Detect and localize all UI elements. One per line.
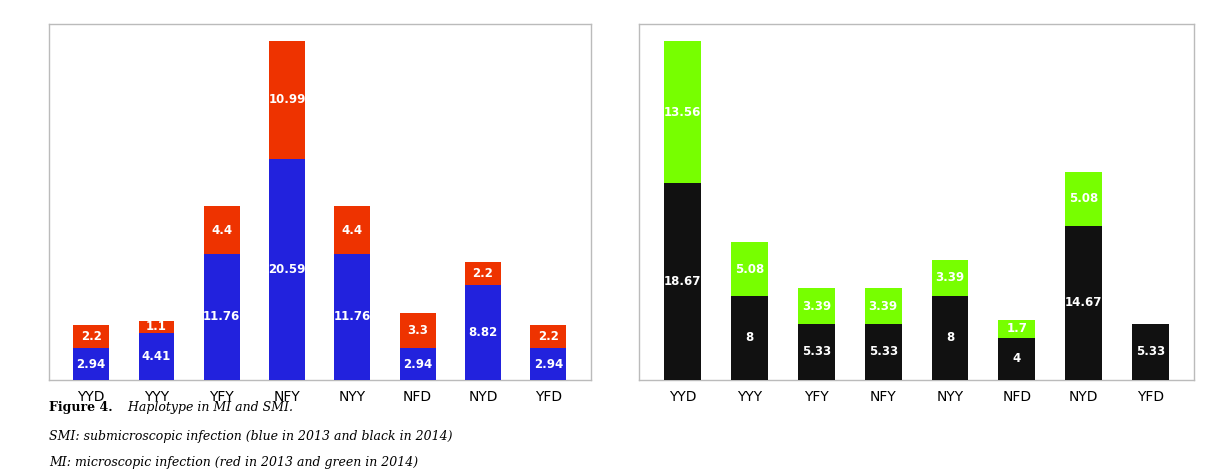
Bar bbox=[798, 288, 834, 324]
Bar bbox=[335, 206, 370, 254]
Text: 2.2: 2.2 bbox=[538, 330, 559, 343]
Bar bbox=[731, 242, 769, 296]
Bar bbox=[999, 320, 1035, 338]
Text: 14.67: 14.67 bbox=[1065, 296, 1102, 309]
Text: 8: 8 bbox=[745, 332, 754, 344]
Text: 5.33: 5.33 bbox=[1135, 345, 1164, 359]
Bar bbox=[665, 183, 702, 380]
Text: 11.76: 11.76 bbox=[203, 310, 240, 323]
Bar bbox=[865, 288, 901, 324]
Text: 5.08: 5.08 bbox=[734, 263, 764, 275]
Text: 10.99: 10.99 bbox=[268, 93, 306, 106]
Text: 2.94: 2.94 bbox=[403, 358, 432, 370]
Bar bbox=[269, 159, 304, 380]
Text: 18.67: 18.67 bbox=[664, 275, 702, 288]
Bar bbox=[335, 254, 370, 380]
Bar bbox=[400, 313, 436, 349]
Bar bbox=[269, 41, 304, 159]
Text: 3.39: 3.39 bbox=[935, 271, 965, 285]
Bar bbox=[731, 296, 769, 380]
Text: 3.3: 3.3 bbox=[407, 324, 428, 337]
Text: 2.94: 2.94 bbox=[77, 358, 106, 370]
Bar bbox=[665, 41, 702, 183]
Text: 4: 4 bbox=[1012, 352, 1021, 365]
Bar bbox=[73, 325, 110, 349]
Bar bbox=[139, 332, 174, 380]
Bar bbox=[865, 324, 901, 380]
Text: 4.4: 4.4 bbox=[211, 224, 233, 237]
Text: Haplotype in MI and SMI.: Haplotype in MI and SMI. bbox=[124, 401, 294, 414]
Bar bbox=[932, 296, 968, 380]
Bar bbox=[932, 260, 968, 296]
Text: SMI: submicroscopic infection (blue in 2013 and black in 2014): SMI: submicroscopic infection (blue in 2… bbox=[49, 430, 452, 443]
Bar bbox=[203, 254, 240, 380]
Text: 5.08: 5.08 bbox=[1069, 192, 1099, 205]
Text: MI: microscopic infection (red in 2013 and green in 2014): MI: microscopic infection (red in 2013 a… bbox=[49, 456, 418, 469]
Text: Figure 4.: Figure 4. bbox=[49, 401, 112, 414]
Bar bbox=[530, 325, 566, 349]
Text: 1.1: 1.1 bbox=[146, 320, 167, 333]
Text: 3.39: 3.39 bbox=[801, 300, 831, 313]
Text: 2.2: 2.2 bbox=[80, 330, 101, 343]
Text: 2.94: 2.94 bbox=[533, 358, 563, 370]
Text: 5.33: 5.33 bbox=[801, 345, 831, 359]
Bar bbox=[465, 285, 501, 380]
Text: 8: 8 bbox=[946, 332, 954, 344]
Text: 5.33: 5.33 bbox=[868, 345, 898, 359]
Text: 3.39: 3.39 bbox=[868, 300, 898, 313]
Bar bbox=[203, 206, 240, 254]
Bar bbox=[1132, 324, 1168, 380]
Bar bbox=[530, 349, 566, 380]
Bar bbox=[139, 321, 174, 332]
Text: 11.76: 11.76 bbox=[334, 310, 371, 323]
Text: 13.56: 13.56 bbox=[664, 105, 702, 119]
Text: 4.4: 4.4 bbox=[342, 224, 363, 237]
Bar bbox=[73, 349, 110, 380]
Bar bbox=[465, 262, 501, 285]
Text: 20.59: 20.59 bbox=[268, 263, 306, 276]
Bar bbox=[1065, 226, 1102, 380]
Text: 1.7: 1.7 bbox=[1006, 323, 1027, 335]
Bar bbox=[400, 349, 436, 380]
Bar bbox=[1065, 172, 1102, 226]
Bar bbox=[999, 338, 1035, 380]
Text: 8.82: 8.82 bbox=[469, 326, 498, 339]
Bar bbox=[798, 324, 834, 380]
Text: 2.2: 2.2 bbox=[473, 267, 493, 280]
Text: 4.41: 4.41 bbox=[141, 350, 171, 363]
